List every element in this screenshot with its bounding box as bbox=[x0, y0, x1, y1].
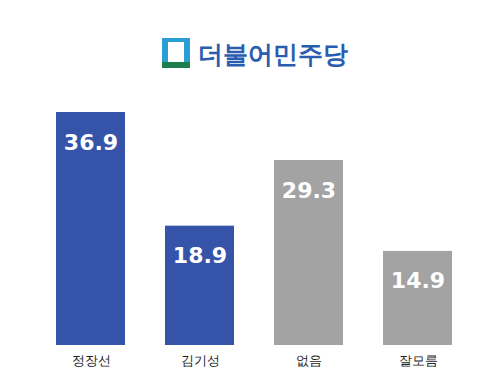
svg-text:없음: 없음 bbox=[296, 353, 322, 368]
svg-text:정장선: 정장선 bbox=[72, 353, 111, 368]
svg-text:14.9: 14.9 bbox=[391, 268, 445, 293]
html-text:더불어민주당: 더불어민주당 bbox=[198, 40, 348, 69]
svg-text:김기성: 김기성 bbox=[181, 353, 220, 368]
svg-text:잘모름: 잘모름 bbox=[399, 353, 438, 368]
svg-text:18.9: 18.9 bbox=[173, 243, 227, 268]
svg-text:29.3: 29.3 bbox=[282, 178, 336, 203]
svg-text:36.9: 36.9 bbox=[64, 130, 118, 155]
